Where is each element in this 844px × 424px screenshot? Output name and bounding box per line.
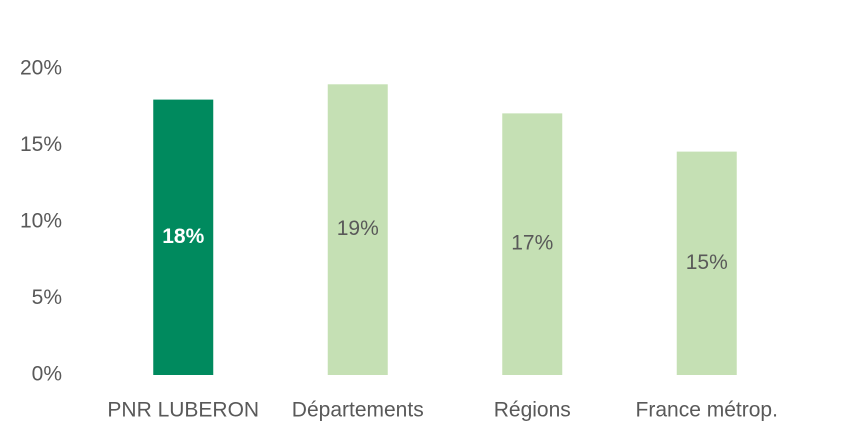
- y-tick-label: 10%: [20, 210, 62, 233]
- y-tick-label: 5%: [32, 286, 62, 309]
- value-label: 15%: [686, 251, 728, 274]
- x-tick-label: Départements: [292, 399, 424, 422]
- value-label: 19%: [337, 217, 379, 240]
- x-tick-label: PNR LUBERON: [107, 399, 259, 422]
- y-tick-label: 20%: [20, 57, 62, 80]
- y-tick-label: 0%: [32, 363, 62, 386]
- value-label: 18%: [162, 225, 204, 248]
- bar: [502, 113, 563, 376]
- bar: [327, 84, 388, 376]
- x-tick-label: Régions: [494, 399, 571, 422]
- bar: [153, 99, 214, 375]
- x-tick-label: France métrop.: [636, 399, 778, 422]
- bar: [676, 151, 737, 375]
- y-tick-label: 15%: [20, 133, 62, 156]
- value-label: 17%: [511, 232, 553, 255]
